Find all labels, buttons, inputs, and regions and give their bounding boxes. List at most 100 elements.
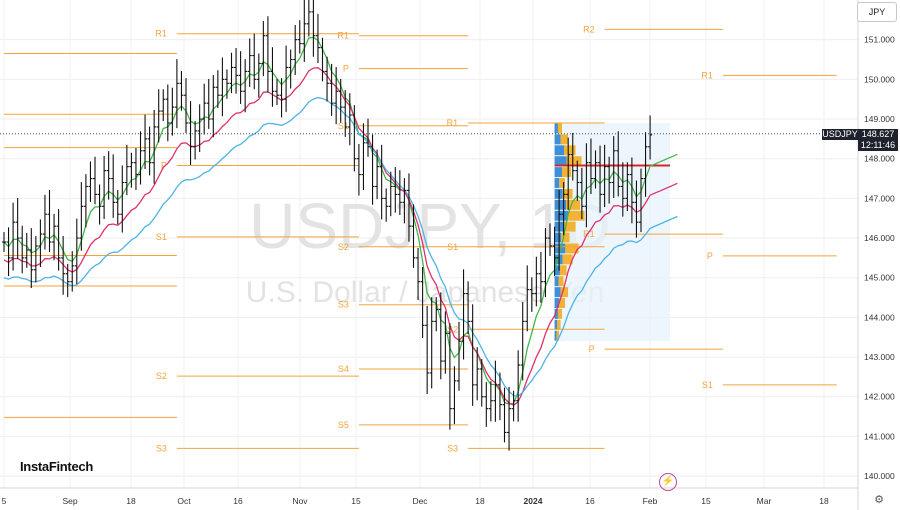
ohlc-bar (293, 24, 298, 75)
ohlc-bar (475, 347, 480, 401)
ohlc-bar (224, 69, 229, 99)
pivot-label: S1 (702, 380, 713, 390)
ohlc-bar (93, 156, 97, 205)
ohlc-bar (575, 160, 580, 201)
ohlc-bar (620, 162, 625, 217)
ohlc-bar (188, 101, 193, 166)
ohlc-bar (447, 323, 452, 430)
ohlc-bar (525, 265, 530, 332)
ohlc-bar (598, 145, 603, 213)
ohlc-bar (102, 155, 107, 220)
x-tick-label: Feb (643, 496, 658, 506)
pivot-label: R1 (337, 31, 349, 41)
pivot-label: R2 (583, 24, 595, 34)
volume-profile-box (554, 122, 670, 342)
ohlc-bar (602, 144, 607, 208)
volume-bin-buy (554, 123, 558, 134)
ohlc-bar (543, 228, 548, 298)
y-tick-label: 149.000 (864, 114, 895, 124)
volume-bin-buy (554, 308, 558, 319)
x-tick-label: 5 (2, 496, 7, 506)
ohlc-bar (579, 167, 584, 220)
x-tick-label: Sep (62, 496, 77, 506)
volume-bin-buy (554, 330, 557, 341)
ohlc-bar (83, 174, 88, 228)
ohlc-bar (220, 57, 225, 117)
ohlc-bar (247, 38, 252, 87)
ohlc-bar (588, 138, 593, 195)
ohlc-bar (557, 190, 562, 271)
volume-bin-sell (566, 156, 582, 167)
ohlc-bar (429, 297, 434, 389)
ohlc-bar (56, 209, 61, 271)
ohlc-bar (488, 381, 493, 422)
ohlc-bar (179, 71, 184, 111)
ohlc-bar (234, 48, 239, 94)
ohlc-bar (24, 232, 29, 268)
ohlc-bar (420, 267, 425, 339)
settings-icon[interactable]: ⚙ (874, 494, 884, 506)
ohlc-bar (11, 202, 16, 271)
x-tick-label: Oct (177, 496, 191, 506)
ohlc-bar (302, 0, 307, 62)
pivot-label: S2 (338, 242, 349, 252)
ohlc-bar (370, 134, 375, 205)
ohlc-bar (334, 67, 339, 125)
ohlc-bar (425, 305, 430, 394)
volume-bin-buy (554, 167, 562, 178)
ohlc-bar (129, 152, 134, 188)
volume-bin-sell (559, 265, 567, 276)
ohlc-bar (529, 277, 534, 312)
ohlc-bar (347, 93, 352, 146)
ohlc-bar (416, 247, 421, 300)
y-tick-label: 147.000 (864, 193, 895, 203)
ohlc-bar (493, 360, 498, 422)
ohlc-bar (33, 236, 38, 283)
ohlc-bar (507, 386, 512, 451)
countdown-tag: 12:11:46 (858, 139, 898, 151)
ohlc-bar (61, 236, 66, 295)
ohlc-bar (42, 194, 47, 250)
x-tick-label: 15 (351, 496, 361, 506)
last-price-tag: 148.627 (858, 128, 898, 140)
y-tick-label: 146.000 (864, 233, 895, 243)
x-tick-label: 18 (819, 496, 829, 506)
currency-selector[interactable]: JPY (857, 2, 897, 22)
ohlc-bar (206, 78, 211, 129)
ohlc-bar (238, 51, 243, 104)
ohlc-bar (634, 180, 639, 238)
ohlc-bar (343, 90, 348, 137)
ohlc-bar (15, 197, 20, 260)
ohlc-bar (356, 144, 361, 196)
ohlc-bar (165, 84, 170, 142)
pivot-label: S2 (156, 371, 167, 381)
volume-bin-sell (559, 298, 566, 308)
ohlc-bar (384, 188, 389, 222)
pivot-label: S5 (338, 420, 349, 430)
y-tick-label: 140.000 (864, 471, 895, 481)
volume-bin-sell (566, 199, 581, 210)
volume-bin-sell (561, 167, 572, 178)
y-tick-label: 148.000 (864, 154, 895, 164)
ohlc-bar (352, 105, 357, 172)
ohlc-bar (97, 184, 102, 225)
x-tick-label: 15 (701, 496, 711, 506)
ohlc-bar (161, 89, 166, 122)
ohlc-bar (438, 292, 443, 380)
ohlc-bar (88, 161, 93, 202)
pivot-label: S3 (156, 443, 167, 453)
volume-bin-buy (554, 134, 561, 145)
ohlc-bar (511, 390, 516, 422)
ohlc-bar (70, 251, 75, 292)
pivot-label: S3 (338, 300, 349, 310)
volume-bin-buy (554, 276, 559, 287)
ohlc-bar (229, 52, 234, 94)
x-tick-label: Mar (757, 496, 772, 506)
ohlc-bar (570, 132, 575, 181)
ohlc-bar (261, 21, 266, 77)
lightning-icon[interactable]: ⚡ (659, 473, 677, 491)
volume-bin-buy (554, 298, 560, 308)
x-tick-label: Dec (412, 496, 428, 506)
ohlc-bar (252, 33, 257, 90)
